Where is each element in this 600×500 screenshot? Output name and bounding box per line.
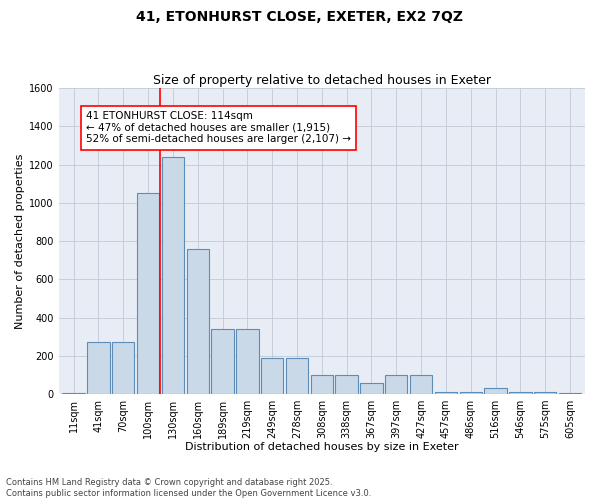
Bar: [187, 248, 209, 394]
Bar: [410, 375, 433, 394]
Title: Size of property relative to detached houses in Exeter: Size of property relative to detached ho…: [153, 74, 491, 87]
Text: 41 ETONHURST CLOSE: 114sqm
← 47% of detached houses are smaller (1,915)
52% of s: 41 ETONHURST CLOSE: 114sqm ← 47% of deta…: [86, 111, 351, 144]
Bar: [261, 358, 283, 394]
Bar: [211, 329, 233, 394]
Y-axis label: Number of detached properties: Number of detached properties: [15, 154, 25, 329]
Bar: [435, 392, 457, 394]
Bar: [559, 393, 581, 394]
Bar: [286, 358, 308, 394]
Text: 41, ETONHURST CLOSE, EXETER, EX2 7QZ: 41, ETONHURST CLOSE, EXETER, EX2 7QZ: [137, 10, 464, 24]
Bar: [361, 384, 383, 394]
Bar: [534, 392, 556, 394]
Bar: [460, 392, 482, 394]
Bar: [87, 342, 110, 394]
Bar: [484, 388, 507, 394]
Bar: [509, 392, 532, 394]
Bar: [161, 157, 184, 394]
Text: Contains HM Land Registry data © Crown copyright and database right 2025.
Contai: Contains HM Land Registry data © Crown c…: [6, 478, 371, 498]
Bar: [62, 393, 85, 394]
Bar: [236, 329, 259, 394]
Bar: [311, 375, 333, 394]
Bar: [385, 375, 407, 394]
Bar: [112, 342, 134, 394]
Bar: [137, 194, 159, 394]
X-axis label: Distribution of detached houses by size in Exeter: Distribution of detached houses by size …: [185, 442, 458, 452]
Bar: [335, 375, 358, 394]
